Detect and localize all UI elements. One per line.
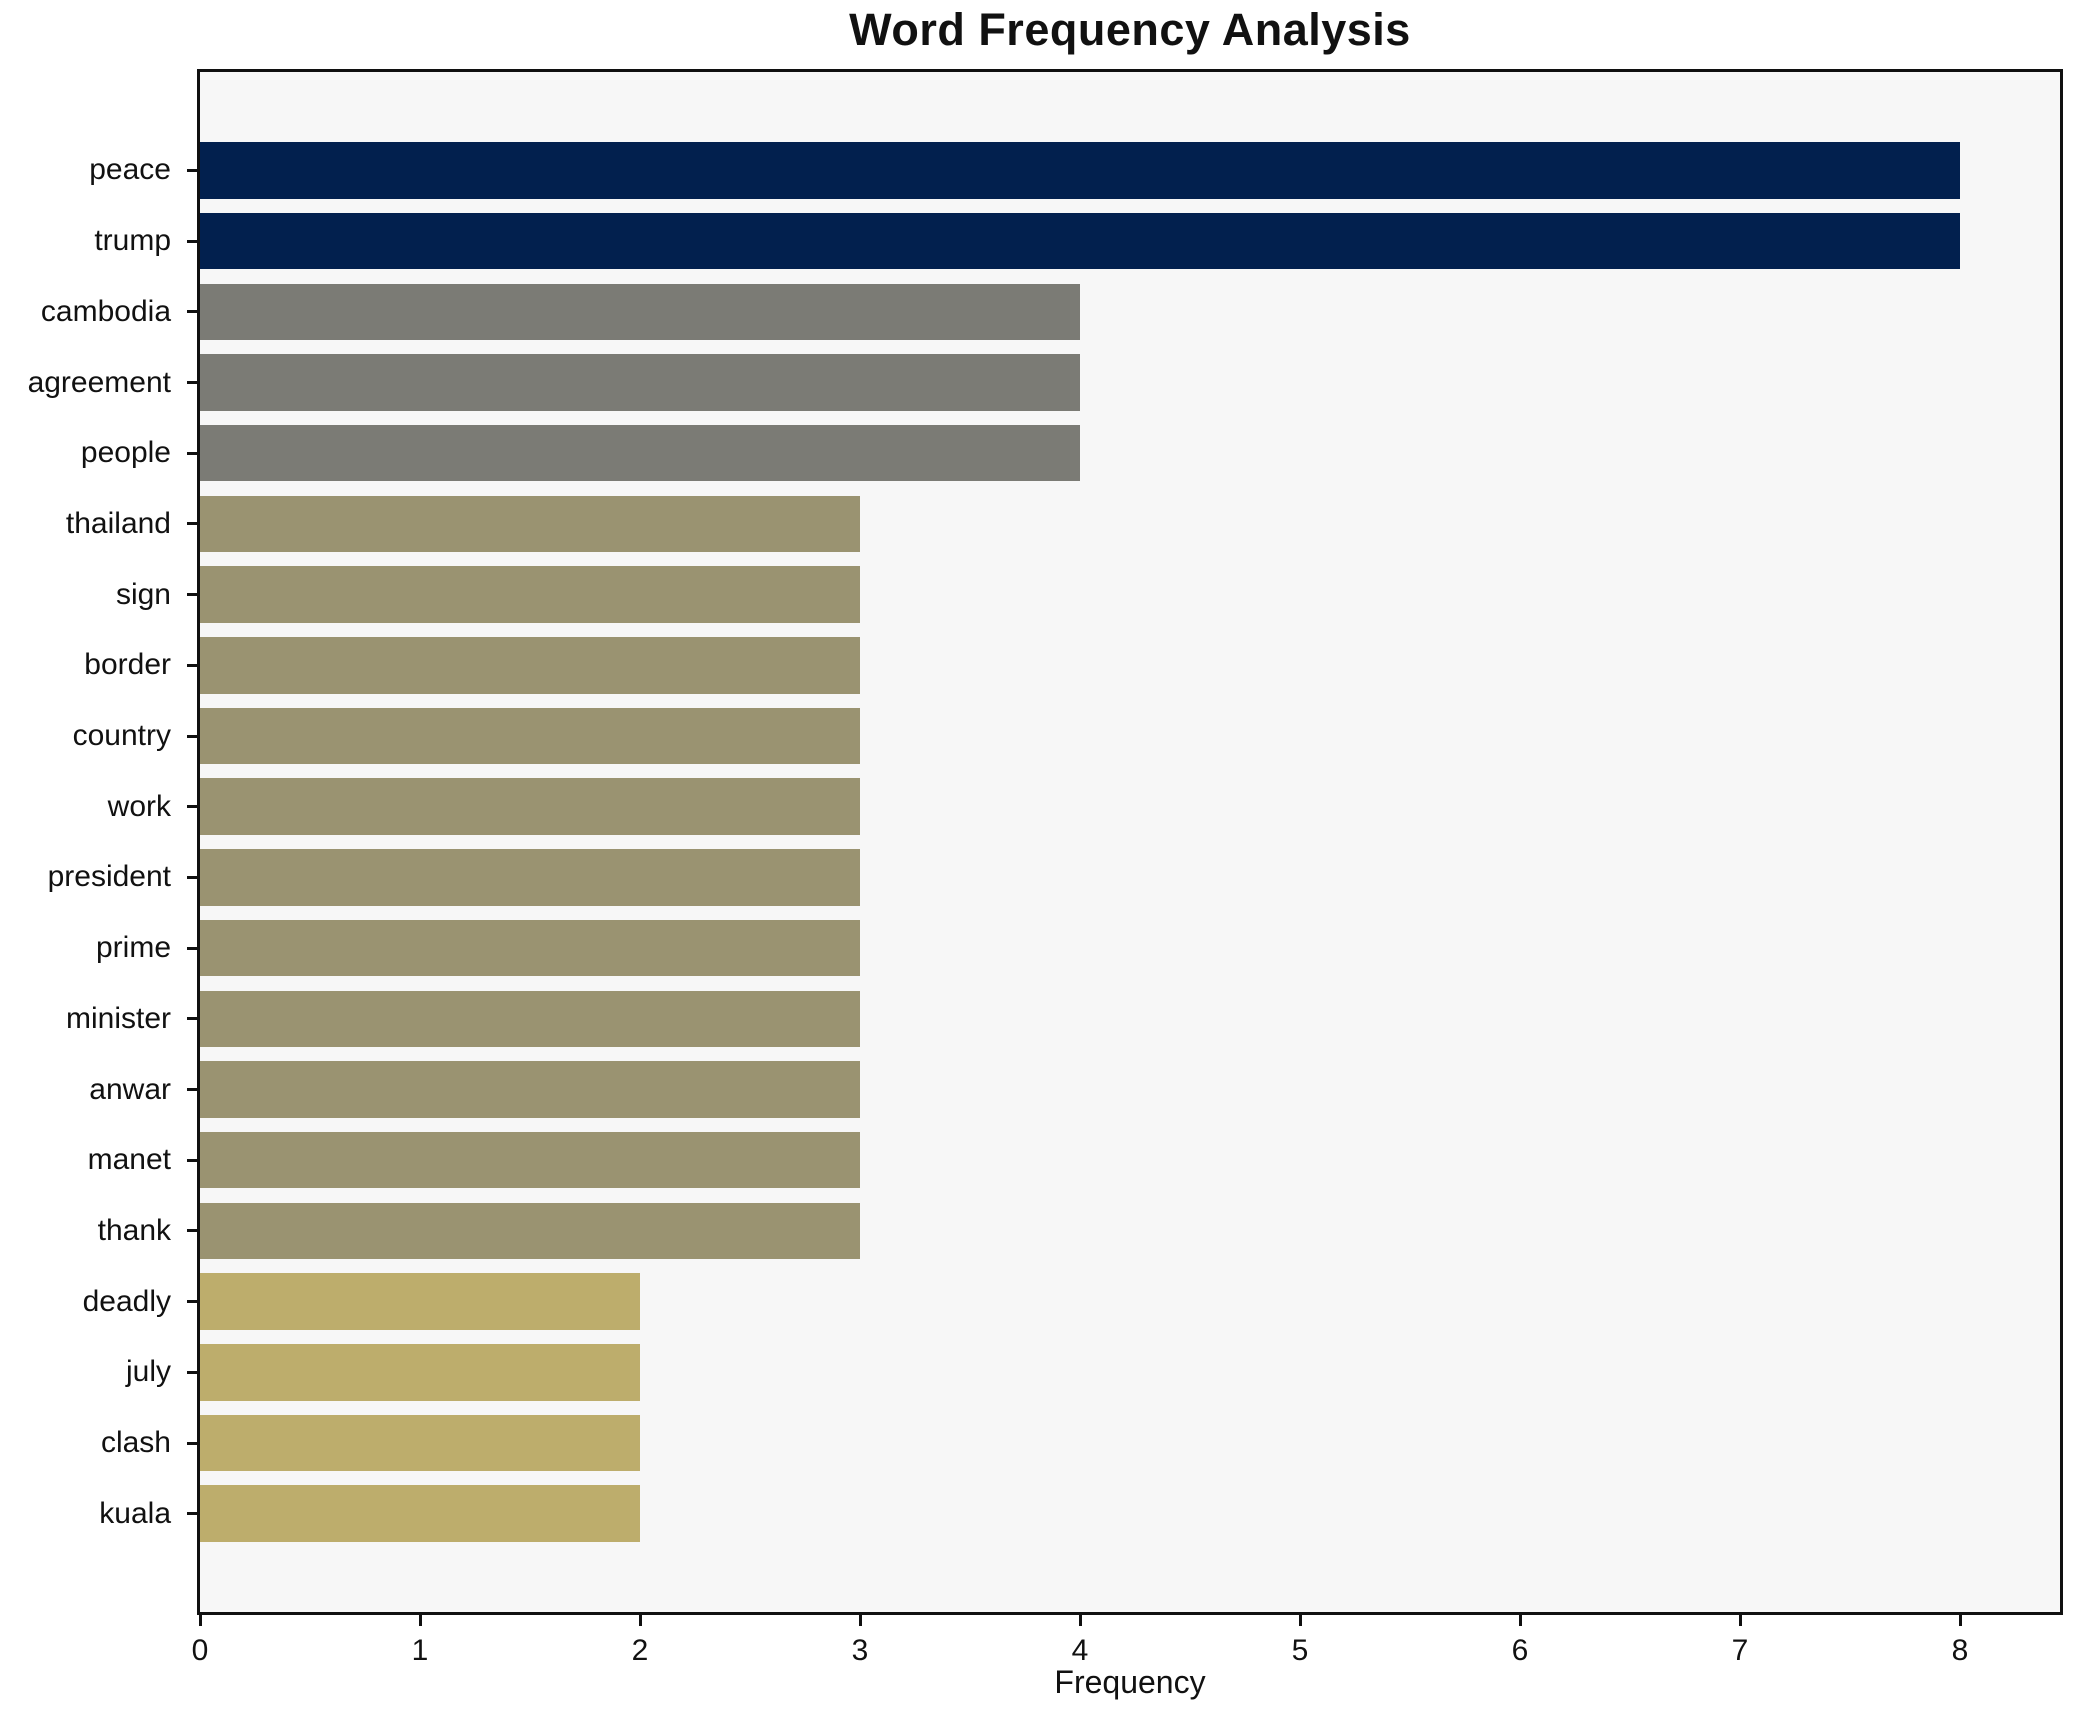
x-tick-2 [638, 1615, 642, 1626]
x-tick-label-2: 2 [631, 1634, 649, 1667]
x-tick-4 [1078, 1615, 1082, 1626]
bar-country [200, 707, 860, 765]
y-tick-sign [187, 593, 197, 597]
x-tick-3 [858, 1615, 862, 1626]
y-label-agreement: agreement [27, 365, 171, 399]
bar-president [200, 849, 860, 906]
y-tick-minister [187, 1017, 197, 1021]
y-tick-peace [187, 168, 197, 172]
y-label-border: border [84, 648, 171, 682]
y-label-clash: clash [100, 1426, 171, 1459]
y-axis: peace trump cambodia agreement people thailan… [0, 72, 197, 1612]
y-tick-agreement [187, 381, 197, 384]
y-label-manet: manet [87, 1143, 171, 1177]
y-tick-people [187, 451, 197, 455]
bar-july [200, 1344, 640, 1401]
y-tick-kuala [187, 1512, 197, 1516]
x-tick-8 [1958, 1615, 1962, 1626]
bar-thailand [200, 495, 860, 553]
y-label-cambodia: cambodia [40, 294, 171, 328]
x-axis-label: Frequency [1054, 1664, 1206, 1700]
y-tick-clash [187, 1441, 197, 1445]
y-label-minister: minister [65, 1001, 171, 1035]
x-tick-label-7: 7 [1731, 1634, 1749, 1667]
y-label-july: july [125, 1355, 171, 1389]
y-tick-thailand [187, 522, 197, 526]
bar-clash [200, 1414, 640, 1472]
y-label-sign: sign [115, 577, 171, 611]
x-tick-label-8: 8 [1951, 1634, 1969, 1667]
x-tick-7 [1738, 1615, 1742, 1626]
y-label-kuala: kuala [99, 1496, 171, 1530]
bar-prime [200, 919, 860, 977]
x-tick-label-3: 3 [851, 1634, 869, 1667]
bar-thank [200, 1202, 860, 1260]
y-tick-manet [187, 1158, 197, 1162]
y-tick-prime [187, 946, 197, 950]
y-tick-thank [187, 1229, 197, 1233]
x-tick-1 [418, 1615, 422, 1626]
y-label-anwar: anwar [89, 1072, 171, 1106]
y-tick-work [187, 805, 197, 809]
y-tick-trump [187, 239, 197, 243]
y-label-peace: peace [89, 153, 171, 187]
y-label-people: people [80, 436, 171, 470]
y-tick-country [187, 734, 197, 738]
y-tick-july [187, 1370, 197, 1374]
bar-agreement [200, 354, 1080, 411]
bar-people [200, 424, 1080, 482]
y-tick-cambodia [187, 310, 197, 314]
x-tick-label-4: 4 [1071, 1634, 1089, 1667]
x-tick-6 [1518, 1615, 1522, 1626]
y-tick-president [187, 875, 197, 879]
bar-minister [200, 990, 860, 1048]
x-tick-label-0: 0 [191, 1634, 209, 1667]
bar-deadly [200, 1273, 640, 1330]
y-label-deadly: deadly [82, 1284, 171, 1318]
y-label-thank: thank [97, 1213, 171, 1247]
x-tick-label-5: 5 [1291, 1634, 1309, 1667]
y-tick-deadly [187, 1300, 197, 1303]
plot-area [197, 69, 2063, 1615]
x-tick-label-1: 1 [411, 1634, 429, 1667]
y-label-president: president [47, 860, 171, 894]
y-label-prime: prime [95, 931, 171, 965]
bar-manet [200, 1131, 860, 1189]
y-tick-anwar [187, 1088, 197, 1091]
y-label-country: country [72, 719, 171, 752]
x-tick-5 [1298, 1615, 1302, 1626]
bar-kuala [200, 1485, 640, 1542]
bar-trump [200, 212, 1960, 270]
y-label-trump: trump [94, 224, 171, 257]
x-axis: 0 1 2 3 4 5 6 7 8 [192, 1612, 2060, 1682]
bar-work [200, 778, 860, 835]
y-tick-border [187, 663, 197, 667]
chart-title: Word Frequency Analysis [849, 4, 1411, 55]
bar-border [200, 637, 860, 694]
bar-anwar [200, 1061, 860, 1118]
x-tick-0 [198, 1615, 202, 1626]
y-label-work: work [107, 789, 171, 823]
bar-peace [200, 142, 1960, 199]
bar-cambodia [200, 283, 1080, 341]
bar-sign [200, 566, 860, 623]
x-tick-label-6: 6 [1511, 1634, 1529, 1667]
y-label-thailand: thailand [65, 506, 171, 540]
